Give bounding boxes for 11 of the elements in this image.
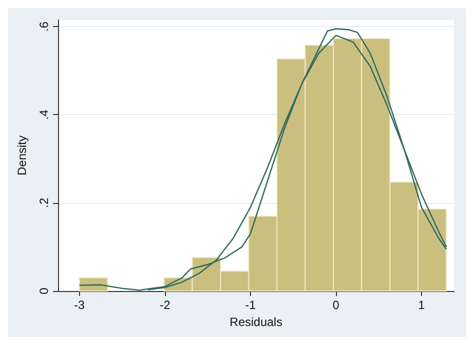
x-tick-label: -3 [74, 298, 86, 312]
y-tick-label: .6 [37, 21, 51, 32]
y-tick-label: 0 [37, 287, 51, 294]
x-tick-label: -1 [245, 298, 256, 312]
x-tick-label: 0 [332, 298, 340, 312]
x-axis-title: Residuals [230, 314, 282, 329]
y-tick-label: .4 [37, 109, 51, 120]
y-tick-label: .2 [37, 198, 51, 208]
x-tick-label: 1 [418, 298, 426, 312]
y-axis-title: Density [15, 135, 29, 176]
x-tick-label: -2 [160, 298, 171, 312]
